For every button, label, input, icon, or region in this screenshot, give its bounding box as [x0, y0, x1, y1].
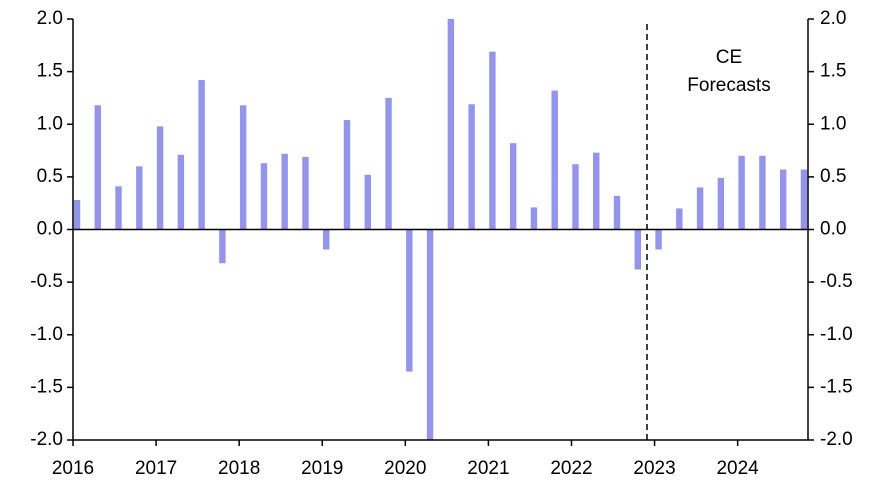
bar: [800, 169, 808, 230]
y2-tick-label: 1.5: [820, 61, 846, 82]
bar: [696, 187, 704, 230]
y2-tick-label: 1.0: [820, 113, 846, 134]
bar: [239, 105, 247, 230]
x-tick-label: 2016: [52, 458, 94, 479]
bar: [198, 80, 205, 230]
y-tick-label: -0.5: [30, 271, 63, 292]
bar: [323, 229, 330, 250]
y2-tick-label: -0.5: [820, 271, 853, 292]
bar: [94, 105, 101, 230]
bar: [572, 164, 579, 230]
bar: [73, 200, 81, 230]
bar: [717, 177, 725, 230]
bar: [406, 229, 413, 372]
bar: [551, 90, 558, 230]
bar: [738, 155, 745, 230]
x-tick-label: 2022: [550, 458, 592, 479]
y2-tick-label: 0.0: [820, 219, 846, 240]
x-tick-label: 2023: [633, 458, 675, 479]
bar: [779, 169, 787, 230]
bar: [593, 152, 600, 230]
bar: [759, 155, 766, 230]
y-tick-label: -2.0: [30, 429, 63, 450]
x-tick-label: 2018: [218, 458, 260, 479]
y-tick-label: -1.5: [30, 376, 63, 397]
bar: [156, 126, 164, 230]
y-tick-label: 0.0: [37, 219, 63, 240]
bar: [302, 156, 309, 230]
x-tick-label: 2019: [301, 458, 343, 479]
x-tick-label: 2020: [384, 458, 426, 479]
bar: [343, 120, 351, 230]
bar: [655, 229, 662, 250]
bar: [219, 229, 226, 264]
bar: [676, 208, 683, 230]
y2-tick-label: -1.5: [820, 376, 853, 397]
y-tick-label: 2.0: [37, 8, 63, 29]
x-tick-label: 2024: [716, 458, 759, 479]
y2-tick-label: 0.5: [820, 166, 846, 187]
x-tick-label: 2021: [467, 458, 509, 479]
bar: [260, 163, 268, 230]
y2-tick-label: -2.0: [820, 429, 853, 450]
bar: [136, 166, 143, 230]
bar: [281, 153, 288, 230]
bar: [613, 195, 621, 230]
bar: [115, 186, 122, 230]
bar: [177, 154, 185, 230]
bar: [447, 19, 455, 230]
bar: [364, 174, 371, 230]
y-tick-label: -1.0: [30, 324, 63, 345]
y2-tick-label: 2.0: [820, 8, 846, 29]
y-tick-label: 0.5: [37, 166, 63, 187]
bar: [530, 207, 538, 230]
bar: [468, 104, 475, 230]
x-tick-label: 2017: [135, 458, 177, 479]
bar: [634, 229, 641, 270]
y2-tick-label: -1.0: [820, 324, 853, 345]
bar: [489, 51, 496, 230]
annotation: Forecasts: [687, 75, 770, 96]
y-tick-label: 1.5: [37, 61, 63, 82]
bar: [426, 229, 434, 440]
annotation: CE: [716, 47, 742, 68]
bar: [509, 143, 517, 230]
y-tick-label: 1.0: [37, 113, 63, 134]
bar: [385, 97, 392, 230]
